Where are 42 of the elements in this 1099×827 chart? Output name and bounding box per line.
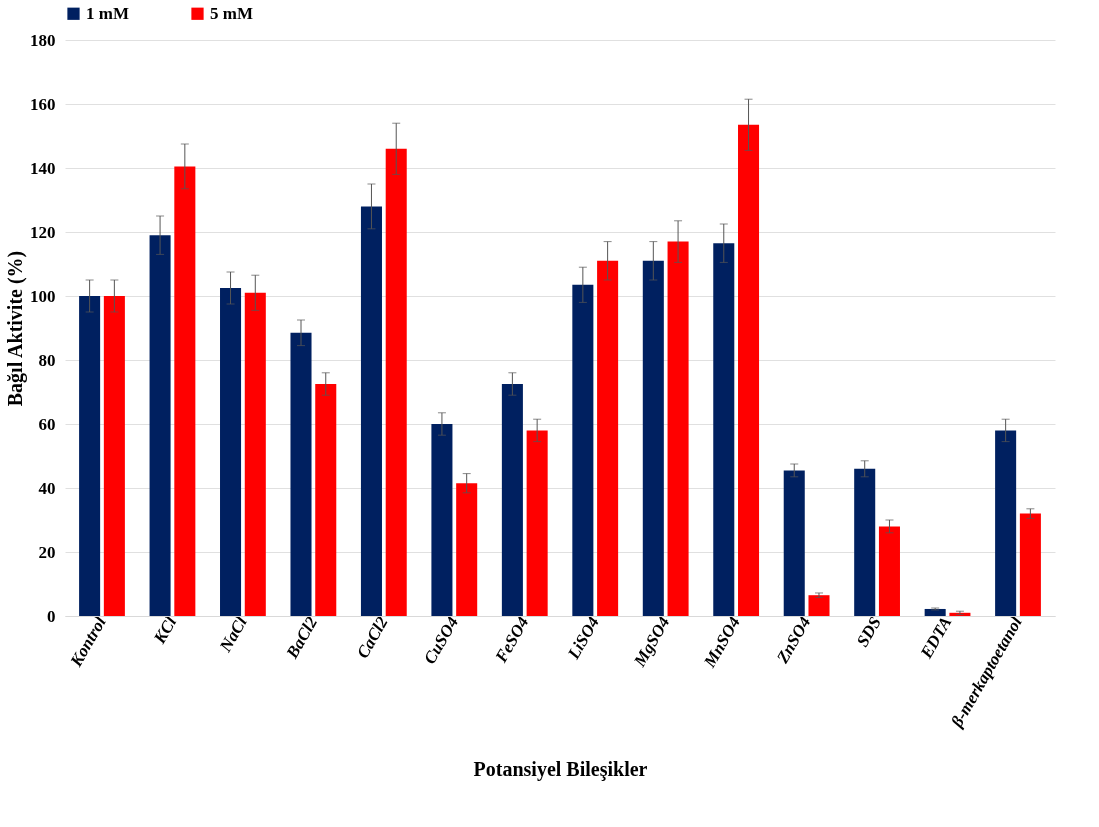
y-tick-label: 20 xyxy=(38,542,56,562)
bar xyxy=(572,284,594,616)
y-tick-label: 160 xyxy=(30,94,56,114)
bar xyxy=(642,260,664,616)
y-tick-label: 60 xyxy=(38,414,56,434)
x-tick-label: KCl xyxy=(149,613,181,648)
y-axis-title: Bağıl Aktivite (%) xyxy=(4,250,27,407)
y-tick-label: 0 xyxy=(47,606,56,626)
bar xyxy=(808,595,830,616)
bar xyxy=(501,384,523,616)
bar xyxy=(995,430,1017,616)
bar xyxy=(713,243,735,616)
bar xyxy=(360,206,382,616)
bar xyxy=(667,241,689,616)
bar xyxy=(103,296,125,616)
bar xyxy=(174,166,196,616)
bar xyxy=(526,430,548,616)
bar xyxy=(597,260,619,616)
bar xyxy=(290,332,312,616)
bar xyxy=(79,296,101,616)
y-tick-label: 40 xyxy=(38,478,56,498)
bar xyxy=(783,470,805,616)
bar xyxy=(149,235,171,616)
bar xyxy=(385,148,407,616)
x-axis-title: Potansiyel Bileşikler xyxy=(473,757,648,781)
legend-label: 5 mM xyxy=(210,3,253,23)
bar xyxy=(878,526,900,616)
bar xyxy=(431,424,453,616)
bar xyxy=(315,384,337,616)
bar xyxy=(1019,513,1041,616)
bar xyxy=(244,292,266,616)
y-tick-label: 140 xyxy=(30,158,56,178)
bar xyxy=(738,124,760,616)
bar xyxy=(924,608,946,616)
y-tick-label: 100 xyxy=(30,286,56,306)
y-tick-label: 120 xyxy=(30,222,56,242)
y-tick-label: 180 xyxy=(30,30,56,50)
bar xyxy=(854,468,876,616)
y-tick-label: 80 xyxy=(38,350,56,370)
bar xyxy=(456,483,478,616)
legend-label: 1 mM xyxy=(86,3,129,23)
bar xyxy=(220,288,242,616)
